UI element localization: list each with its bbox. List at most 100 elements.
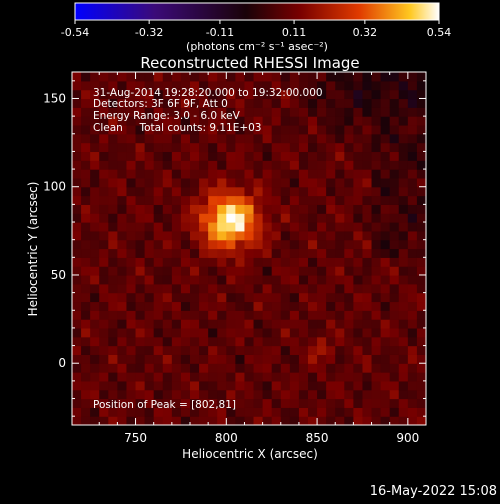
heatmap-cell: [226, 124, 236, 135]
heatmap-cell: [344, 239, 354, 250]
heatmap-cell: [117, 142, 128, 153]
heatmap-cell: [253, 133, 264, 144]
heatmap-cell: [126, 266, 137, 276]
heatmap-cell: [180, 283, 191, 294]
heatmap-cell: [153, 319, 164, 329]
heatmap-cell: [398, 380, 409, 391]
heatmap-cell: [190, 345, 200, 355]
heatmap-cell: [326, 80, 336, 91]
heatmap-cell: [335, 124, 345, 135]
heatmap-cell: [326, 124, 336, 135]
heatmap-cell: [153, 372, 164, 382]
heatmap-cell: [135, 398, 146, 408]
heatmap-cell: [271, 327, 282, 338]
heatmap-cell: [81, 416, 91, 425]
heatmap-cell: [153, 186, 164, 197]
heatmap-cell: [380, 363, 391, 373]
heatmap-cell: [362, 319, 373, 329]
heatmap-cell: [81, 213, 91, 223]
heatmap-cell: [371, 274, 382, 285]
heatmap-cell: [72, 116, 82, 126]
heatmap-cell: [117, 301, 128, 311]
heatmap-cell: [108, 336, 118, 347]
heatmap-cell: [244, 336, 255, 347]
heatmap-cell: [271, 80, 282, 91]
heatmap-cell: [371, 327, 382, 338]
heatmap-cell: [407, 372, 418, 382]
heatmap-cell: [271, 389, 282, 400]
heatmap-cell: [108, 283, 118, 294]
heatmap-cell: [199, 310, 209, 320]
heatmap-cell: [353, 151, 364, 161]
heatmap-cell: [190, 380, 200, 391]
heatmap-cell: [244, 239, 255, 250]
heatmap-cell: [371, 248, 382, 258]
heatmap-cell: [126, 186, 137, 197]
heatmap-cell: [208, 310, 218, 320]
heatmap-cell: [144, 274, 155, 285]
heatmap-cell: [398, 160, 409, 170]
heatmap-cell: [208, 283, 218, 294]
heatmap-cell: [389, 266, 400, 276]
heatmap-cell: [407, 160, 418, 170]
heatmap-cell: [326, 169, 336, 179]
heatmap-cell: [199, 327, 209, 338]
heatmap-cell: [308, 204, 318, 214]
heatmap-cell: [398, 310, 409, 320]
heatmap-cell: [72, 257, 82, 267]
heatmap-cell: [335, 116, 345, 126]
heatmap-cell: [217, 363, 227, 373]
heatmap-cell: [244, 89, 255, 100]
heatmap-cell: [317, 239, 327, 250]
heatmap-cell: [226, 257, 236, 267]
heatmap-cell: [162, 292, 173, 303]
heatmap-cell: [398, 292, 409, 303]
heatmap-cell: [280, 195, 291, 205]
heatmap-cell: [171, 151, 182, 161]
heatmap-cell: [208, 248, 218, 258]
heatmap-cell: [317, 160, 327, 170]
heatmap-cell: [289, 72, 300, 82]
heatmap-cell: [244, 380, 255, 391]
heatmap-cell: [362, 107, 373, 117]
heatmap-cell: [280, 310, 291, 320]
heatmap-cell: [226, 195, 236, 205]
heatmap-cell: [335, 363, 345, 373]
heatmap-cell: [162, 389, 173, 400]
heatmap-cell: [99, 230, 109, 241]
heatmap-cell: [398, 80, 409, 91]
heatmap-cell: [99, 239, 109, 250]
heatmap-cell: [126, 354, 137, 364]
heatmap-cell: [235, 372, 246, 382]
heatmap-cell: [407, 301, 418, 311]
heatmap-cell: [90, 380, 100, 391]
heatmap-cell: [262, 213, 273, 223]
heatmap-cell: [162, 345, 173, 355]
heatmap-cell: [126, 248, 137, 258]
heatmap-cell: [308, 160, 318, 170]
heatmap-cell: [317, 169, 327, 179]
heatmap-cell: [362, 80, 373, 91]
heatmap-cell: [371, 116, 382, 126]
heatmap-cell: [199, 222, 209, 232]
heatmap-cell: [308, 98, 318, 108]
heatmap-cell: [271, 195, 282, 205]
heatmap-cell: [144, 336, 155, 347]
heatmap-cell: [162, 177, 173, 188]
heatmap-cell: [99, 98, 109, 108]
heatmap-cell: [389, 372, 400, 382]
heatmap-cell: [344, 257, 354, 267]
heatmap-cell: [117, 354, 128, 364]
heatmap-cell: [235, 416, 246, 425]
heatmap-cell: [72, 186, 82, 197]
heatmap-cell: [253, 222, 264, 232]
heatmap-cell: [289, 213, 300, 223]
heatmap-cell: [153, 98, 164, 108]
heatmap-cell: [72, 98, 82, 108]
heatmap-cell: [335, 248, 345, 258]
heatmap-cell: [117, 283, 128, 294]
heatmap-cell: [353, 248, 364, 258]
heatmap-cell: [362, 416, 373, 425]
heatmap-cell: [90, 80, 100, 91]
heatmap-cell: [162, 283, 173, 294]
